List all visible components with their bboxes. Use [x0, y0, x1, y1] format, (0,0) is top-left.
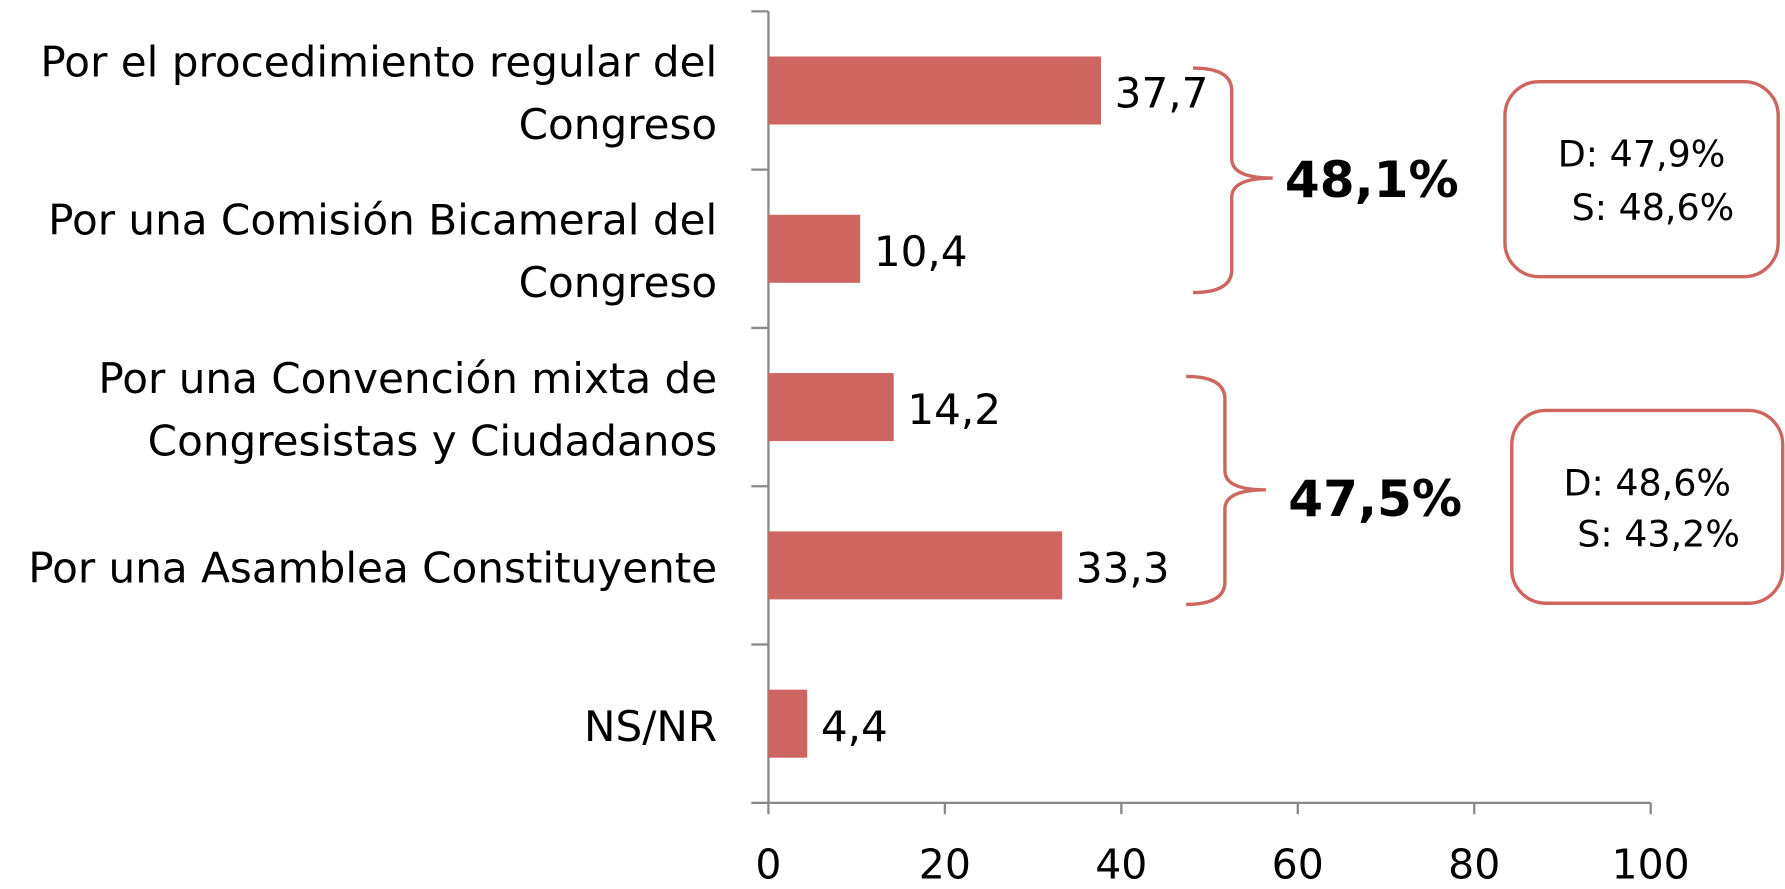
detail-box [1510, 408, 1785, 605]
x-tick-label: 80 [1448, 841, 1500, 889]
x-tick-label: 40 [1095, 841, 1147, 889]
category-label: Por una Convención mixta de [98, 354, 717, 403]
category-label: Por el procedimiento regular del [40, 38, 717, 87]
detail-text: D: 47,9% [1558, 133, 1726, 176]
category-label: NS/NR [584, 702, 717, 751]
bar [768, 56, 1102, 125]
bracket [1193, 66, 1273, 295]
category-label: Congreso [519, 258, 718, 307]
bracket [1186, 374, 1266, 607]
category-label: Congreso [519, 100, 718, 149]
category-label: Por una Asamblea Constituyente [28, 544, 717, 593]
x-tick-label: 100 [1612, 841, 1690, 889]
detail-text: D: 48,6% [1563, 461, 1731, 504]
detail-box [1503, 79, 1780, 279]
bar [768, 214, 861, 283]
group-total: 47,5% [1288, 470, 1462, 528]
value-label: 10,4 [874, 227, 968, 276]
x-tick-label: 60 [1272, 841, 1324, 889]
category-label: Congresistas y Ciudadanos [148, 416, 718, 465]
value-label: 14,2 [907, 385, 1001, 434]
bar [768, 373, 894, 442]
x-tick-label: 0 [755, 841, 781, 889]
bar [768, 689, 808, 758]
detail-text: S: 48,6% [1572, 186, 1735, 229]
category-label: Por una Comisión Bicameral del [48, 196, 717, 245]
detail-text: S: 43,2% [1577, 512, 1740, 555]
value-label: 4,4 [821, 702, 888, 751]
group-total: 48,1% [1285, 151, 1459, 209]
bar [768, 531, 1063, 600]
value-label: 33,3 [1076, 544, 1170, 593]
value-label: 37,7 [1115, 69, 1209, 118]
x-tick-label: 20 [919, 841, 971, 889]
